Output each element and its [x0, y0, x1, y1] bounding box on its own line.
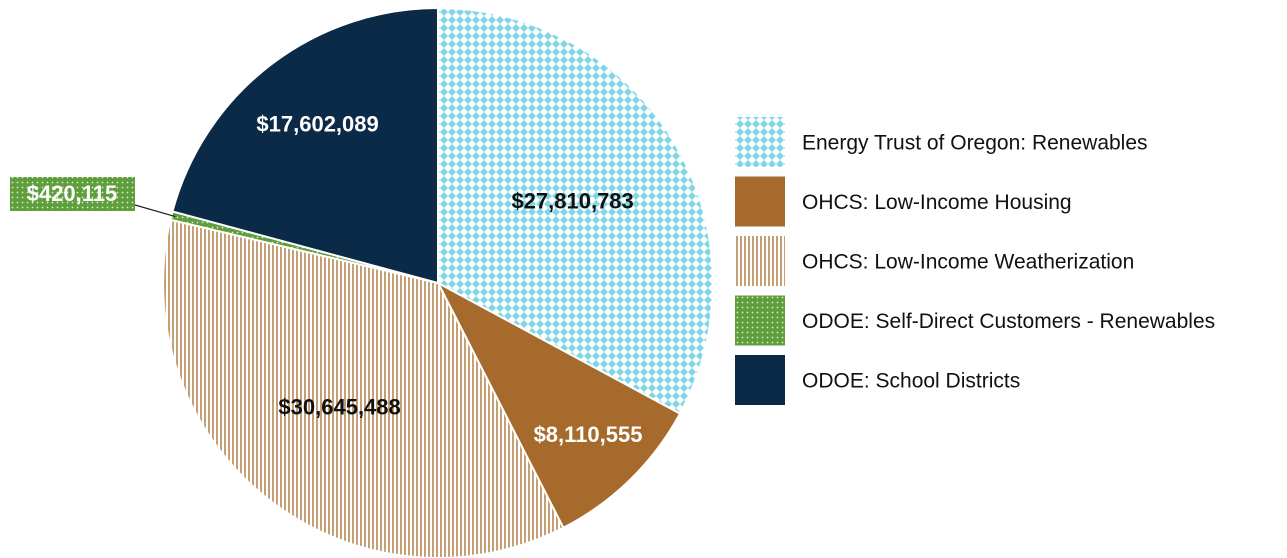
pie-slice — [171, 6, 439, 285]
legend-swatch — [735, 236, 785, 286]
legend-label: Energy Trust of Oregon: Renewables — [802, 132, 1148, 155]
data-label: $420,115 — [27, 181, 118, 206]
legend-swatch — [735, 176, 785, 227]
legend-label: ODOE: School Districts — [802, 370, 1020, 393]
pie-slice — [162, 218, 565, 558]
legend-swatch — [735, 295, 785, 346]
legend-swatch — [735, 355, 785, 405]
pie-slice — [435, 280, 682, 530]
pie-slice — [437, 6, 714, 415]
data-label: $30,645,488 — [278, 394, 400, 419]
data-label: $17,602,089 — [256, 112, 378, 137]
leader-line — [134, 204, 176, 218]
data-label: $8,110,555 — [534, 422, 643, 447]
legend-label: OHCS: Low-Income Weatherization — [802, 251, 1134, 274]
label-box — [10, 177, 135, 211]
legend-swatch — [735, 117, 785, 167]
data-label: $27,810,783 — [511, 189, 633, 214]
legend-label: OHCS: Low-Income Housing — [802, 191, 1072, 214]
legend-label: ODOE: Self-Direct Customers - Renewables — [802, 310, 1215, 333]
